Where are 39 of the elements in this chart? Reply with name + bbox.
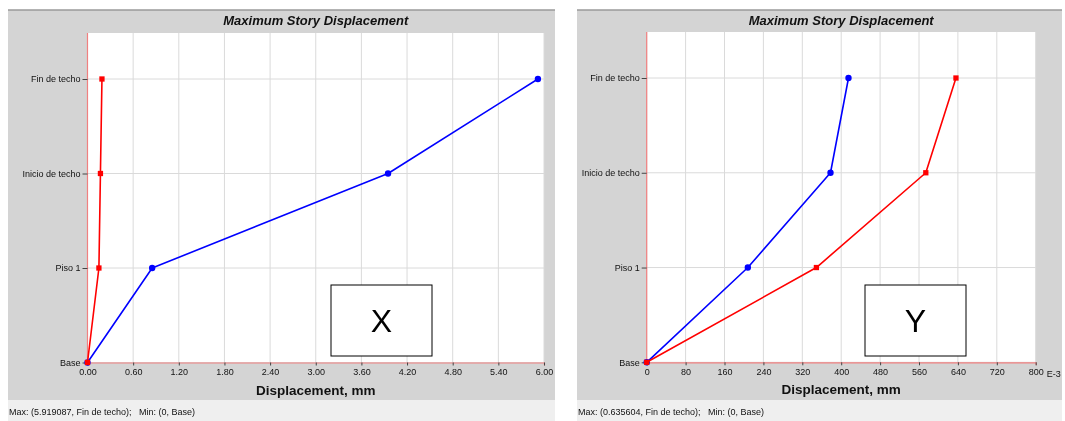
y-tick-label: Fin de techo bbox=[30, 74, 81, 85]
text: E-3 bbox=[1046, 369, 1061, 380]
x-tick-label: 6.00 bbox=[535, 366, 554, 377]
x-tick-label: 2.40 bbox=[261, 366, 280, 377]
y-tick-label: Inicio de techo bbox=[22, 168, 81, 179]
x-tick-label: 3.60 bbox=[353, 366, 371, 377]
x-tick-label: 4.20 bbox=[398, 366, 417, 377]
x-tick-label: 480 bbox=[873, 366, 889, 377]
x-tick-label: 320 bbox=[795, 366, 811, 377]
x-tick-label: 720 bbox=[989, 366, 1005, 377]
y-tick-label: Base bbox=[59, 357, 81, 368]
x-tick-label: 240 bbox=[756, 366, 772, 377]
x-axis-title: Displacement, mm bbox=[256, 382, 376, 398]
x-tick-label: 0.60 bbox=[124, 366, 143, 377]
x-tick-label: 5.40 bbox=[490, 366, 508, 377]
y-tick-label: Inicio de techo bbox=[581, 168, 640, 179]
x-tick-label: 0 bbox=[644, 366, 650, 377]
x-tick-label: 1.80 bbox=[216, 366, 234, 377]
x-tick-label: 640 bbox=[950, 366, 966, 377]
x-tick-label: 0.00 bbox=[79, 366, 97, 377]
annotation: X bbox=[370, 303, 393, 339]
x-tick-label: 400 bbox=[834, 366, 850, 377]
annotation: Y bbox=[904, 303, 927, 339]
chart-title: Maximum Story Displacement bbox=[748, 13, 935, 28]
x-tick-label: 4.80 bbox=[444, 366, 462, 377]
y-tick-label: Piso 1 bbox=[55, 263, 81, 274]
y-tick-label: Piso 1 bbox=[614, 262, 640, 273]
text: Max: (5.919087, Fin de techo); Min: (0, Base) bbox=[9, 407, 196, 417]
text: Max: (0.635604, Fin de techo); Min: (0, Base) bbox=[578, 407, 765, 417]
chart-title: Maximum Story Displacement bbox=[223, 13, 409, 28]
x-axis-title: Displacement, mm bbox=[781, 382, 901, 398]
x-tick-label: 1.20 bbox=[170, 366, 189, 377]
x-tick-label: 3.00 bbox=[307, 366, 326, 377]
y-tick-label: Fin de techo bbox=[590, 73, 640, 84]
x-tick-label: 160 bbox=[717, 366, 733, 377]
y-tick-label: Base bbox=[619, 357, 640, 368]
x-tick-label: 800 bbox=[1028, 366, 1044, 377]
x-tick-label: 80 bbox=[681, 366, 692, 377]
x-tick-label: 560 bbox=[911, 366, 928, 377]
